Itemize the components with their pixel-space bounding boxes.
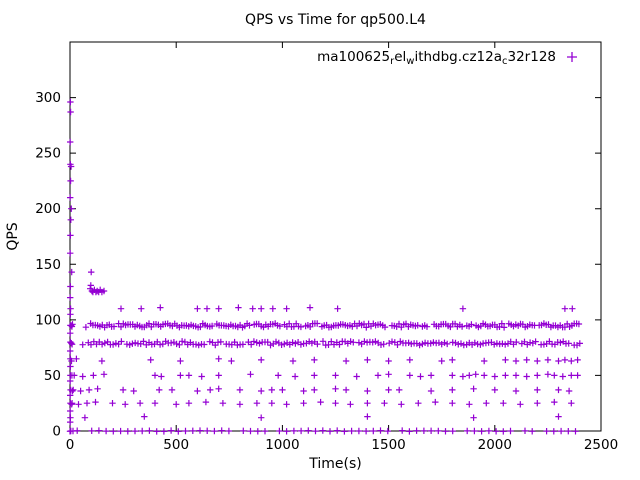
x-tick-label: 0 bbox=[66, 437, 75, 453]
y-axis-label: QPS bbox=[5, 222, 21, 250]
x-tick-label: 1500 bbox=[371, 437, 405, 453]
chart-title: QPS vs Time for qp500.L4 bbox=[245, 12, 426, 28]
y-tick-label: 100 bbox=[35, 312, 61, 328]
x-axis-label: Time(s) bbox=[308, 456, 361, 472]
x-tick-label: 2000 bbox=[478, 437, 512, 453]
y-tick-label: 50 bbox=[44, 368, 61, 384]
y-tick-label: 250 bbox=[35, 146, 61, 162]
legend-label: ma100625relwithdbg.cz12ac32r128 bbox=[317, 49, 556, 67]
y-tick-label: 0 bbox=[52, 424, 61, 440]
data-points bbox=[66, 98, 583, 435]
y-tick-label: 300 bbox=[35, 90, 61, 106]
y-tick-label: 200 bbox=[35, 201, 61, 217]
x-tick-label: 2500 bbox=[584, 437, 618, 453]
x-tick-label: 1000 bbox=[265, 437, 299, 453]
y-tick-label: 150 bbox=[35, 257, 61, 273]
x-tick-label: 500 bbox=[163, 437, 189, 453]
legend-marker-icon bbox=[567, 52, 577, 62]
